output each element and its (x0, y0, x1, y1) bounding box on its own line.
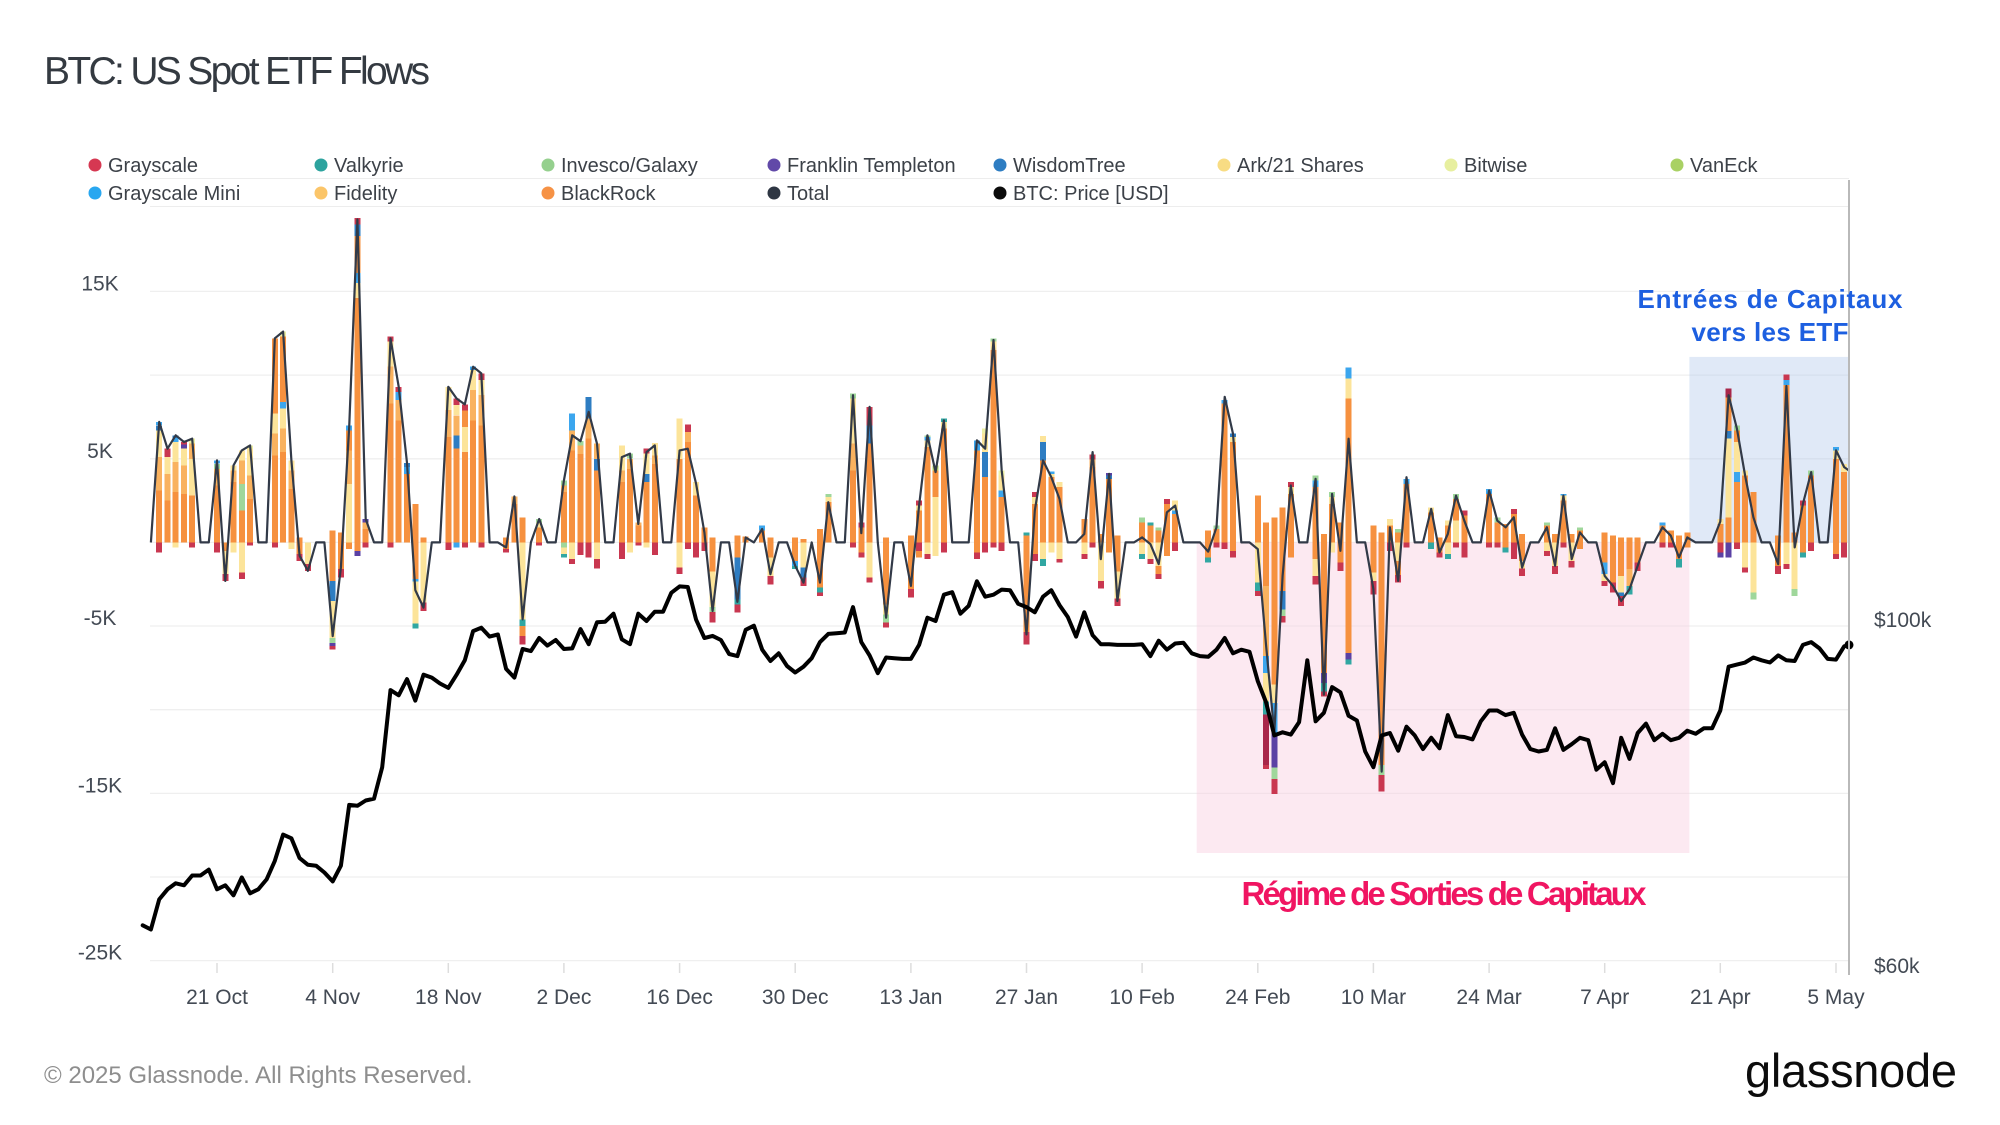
svg-text:21 Apr: 21 Apr (1690, 986, 1751, 1009)
svg-text:$100k: $100k (1874, 609, 1932, 632)
svg-text:Invesco/Galaxy: Invesco/Galaxy (561, 155, 698, 177)
svg-text:BlackRock: BlackRock (561, 183, 656, 205)
svg-text:Entrées de Capitaux: Entrées de Capitaux (1638, 284, 1904, 314)
svg-text:10 Mar: 10 Mar (1341, 986, 1406, 1009)
svg-text:5K: 5K (87, 440, 113, 463)
svg-text:18 Nov: 18 Nov (415, 986, 482, 1009)
svg-text:© 2025 Glassnode. All Rights R: © 2025 Glassnode. All Rights Reserved. (44, 1062, 473, 1089)
svg-text:Bitwise: Bitwise (1464, 155, 1527, 177)
svg-text:5 May: 5 May (1807, 986, 1865, 1009)
svg-text:Régime de Sorties de Capitaux: Régime de Sorties de Capitaux (1242, 875, 1648, 912)
svg-text:vers les ETF: vers les ETF (1692, 317, 1849, 347)
svg-text:10 Feb: 10 Feb (1109, 986, 1174, 1009)
svg-text:WisdomTree: WisdomTree (1013, 155, 1126, 177)
svg-text:21 Oct: 21 Oct (186, 986, 248, 1009)
svg-text:BTC: Price [USD]: BTC: Price [USD] (1013, 183, 1169, 205)
svg-text:24 Feb: 24 Feb (1225, 986, 1290, 1009)
svg-text:2 Dec: 2 Dec (536, 986, 591, 1009)
svg-text:Fidelity: Fidelity (334, 183, 397, 205)
svg-text:-5K: -5K (84, 607, 117, 630)
svg-text:glassnode: glassnode (1745, 1044, 1957, 1097)
svg-text:-15K: -15K (78, 774, 122, 797)
svg-text:30 Dec: 30 Dec (762, 986, 829, 1009)
svg-text:24 Mar: 24 Mar (1456, 986, 1521, 1009)
svg-text:4 Nov: 4 Nov (305, 986, 360, 1009)
svg-text:-25K: -25K (78, 942, 122, 965)
svg-text:BTC: US Spot ETF Flows: BTC: US Spot ETF Flows (44, 50, 430, 93)
svg-text:27 Jan: 27 Jan (995, 986, 1058, 1009)
svg-text:$60k: $60k (1874, 955, 1920, 978)
svg-text:Total: Total (787, 183, 829, 205)
svg-text:Grayscale: Grayscale (108, 155, 198, 177)
svg-text:Ark/21 Shares: Ark/21 Shares (1237, 155, 1364, 177)
svg-text:VanEck: VanEck (1690, 155, 1758, 177)
svg-text:Franklin Templeton: Franklin Templeton (787, 155, 956, 177)
svg-text:15K: 15K (81, 272, 118, 295)
svg-text:16 Dec: 16 Dec (646, 986, 713, 1009)
svg-text:Valkyrie: Valkyrie (334, 155, 404, 177)
svg-text:13 Jan: 13 Jan (879, 986, 942, 1009)
svg-text:Grayscale Mini: Grayscale Mini (108, 183, 240, 205)
svg-text:7 Apr: 7 Apr (1580, 986, 1629, 1009)
